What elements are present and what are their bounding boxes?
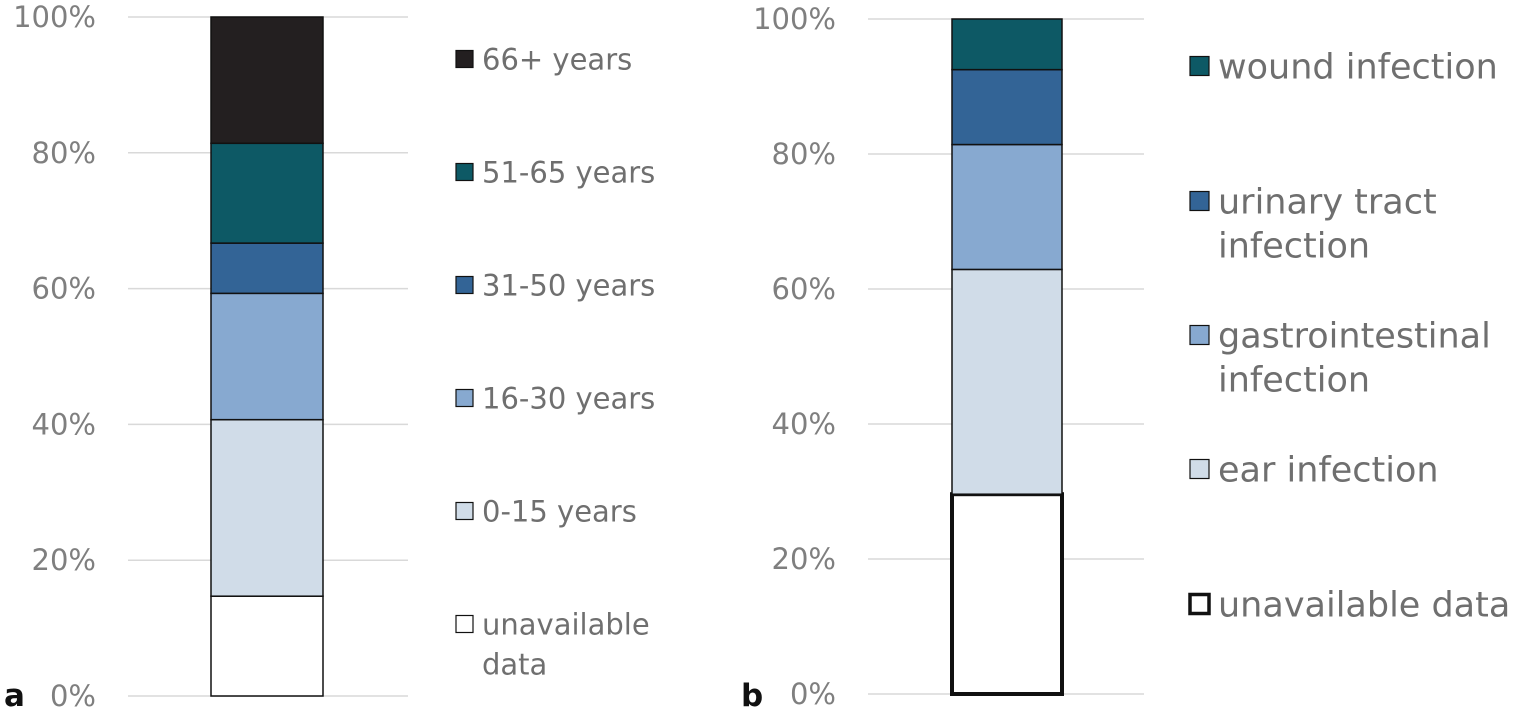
y-tick-label: 40%: [32, 407, 96, 441]
legend-label: urinary tract: [1218, 183, 1437, 223]
legend-item-0-15-years: 0-15 years: [455, 494, 637, 528]
legend-swatch: [455, 275, 474, 295]
bar-segment-ear-infection: [951, 268, 1063, 495]
legend-label: gastrointestinal: [1218, 317, 1491, 357]
legend-label: ear infection: [1218, 451, 1439, 491]
legend-swatch: [1189, 55, 1210, 77]
legend-item-unavailable-data: unavailable data: [455, 607, 650, 681]
legend-swatch: [1189, 190, 1210, 212]
legend-item-wound-infection: wound infection: [1189, 48, 1498, 88]
legend-swatch: [455, 501, 474, 521]
legend-item-51-65-years: 51-65 years: [455, 155, 655, 189]
bar-segment-16-30-years: [210, 292, 324, 421]
y-tick-label: 0%: [50, 679, 96, 713]
legend-label: data: [482, 647, 547, 681]
panel-letter: a: [4, 678, 25, 714]
legend-label: wound infection: [1218, 48, 1498, 88]
legend-swatch: [455, 388, 474, 408]
legend-label: unavailable: [482, 607, 650, 641]
chart-panel-a: 0% 20% 40% 60% 80% 100% a unavailable data 0-15 y…: [4, 0, 655, 714]
legend-swatch: [455, 49, 474, 69]
legend-item-unavailable-data: unavailable data: [1188, 586, 1510, 626]
legend-swatch: [1188, 592, 1211, 616]
legend-label: 51-65 years: [482, 155, 655, 189]
y-tick-label: 80%: [772, 137, 836, 171]
legend-item-66-years: 66+ years: [455, 42, 632, 76]
y-tick-label: 60%: [32, 272, 96, 306]
legend-item-16-30-years: 16-30 years: [455, 381, 655, 415]
legend-label: 16-30 years: [482, 381, 655, 415]
y-tick-label: 20%: [32, 543, 96, 577]
bar-segment-urinary-tract-infection: [951, 68, 1063, 146]
y-tick-label: 20%: [772, 542, 836, 576]
legend-item-31-50-years: 31-50 years: [455, 268, 655, 302]
legend-swatch: [455, 614, 474, 634]
bar-segment-unavailable-data: [210, 595, 324, 697]
chart-panel-b: 0% 20% 40% 60% 80% 100% b unavailable data ear i…: [741, 2, 1510, 714]
bar-segment-wound-infection: [951, 18, 1063, 71]
legend-label: infection: [1218, 361, 1370, 401]
panel-letter: b: [741, 678, 763, 714]
y-tick-label: 40%: [772, 407, 836, 441]
legend-label: 31-50 years: [482, 268, 655, 302]
y-tick-label: 100%: [13, 0, 96, 34]
legend-label: infection: [1218, 227, 1370, 267]
legend-swatch: [1189, 324, 1210, 346]
bar-segment-unavailable-data: [950, 492, 1064, 697]
legend-label: 0-15 years: [482, 494, 637, 528]
bar-segment-0-15-years: [210, 418, 324, 597]
y-tick-label: 80%: [32, 136, 96, 170]
legend-item-ear-infection: ear infection: [1189, 451, 1439, 491]
legend-swatch: [455, 162, 474, 182]
y-tick-label: 100%: [753, 2, 836, 36]
y-tick-label: 0%: [790, 677, 836, 711]
bar-segment-gastrointestinal-infection: [951, 143, 1063, 271]
bar-segment-31-50-years: [210, 242, 324, 295]
legend-label: 66+ years: [482, 42, 632, 76]
legend-swatch: [1189, 458, 1210, 480]
bar-segment-66-years: [210, 16, 324, 145]
legend-label: unavailable data: [1218, 586, 1510, 626]
y-tick-label: 60%: [772, 272, 836, 306]
bar-segment-51-65-years: [210, 142, 324, 244]
